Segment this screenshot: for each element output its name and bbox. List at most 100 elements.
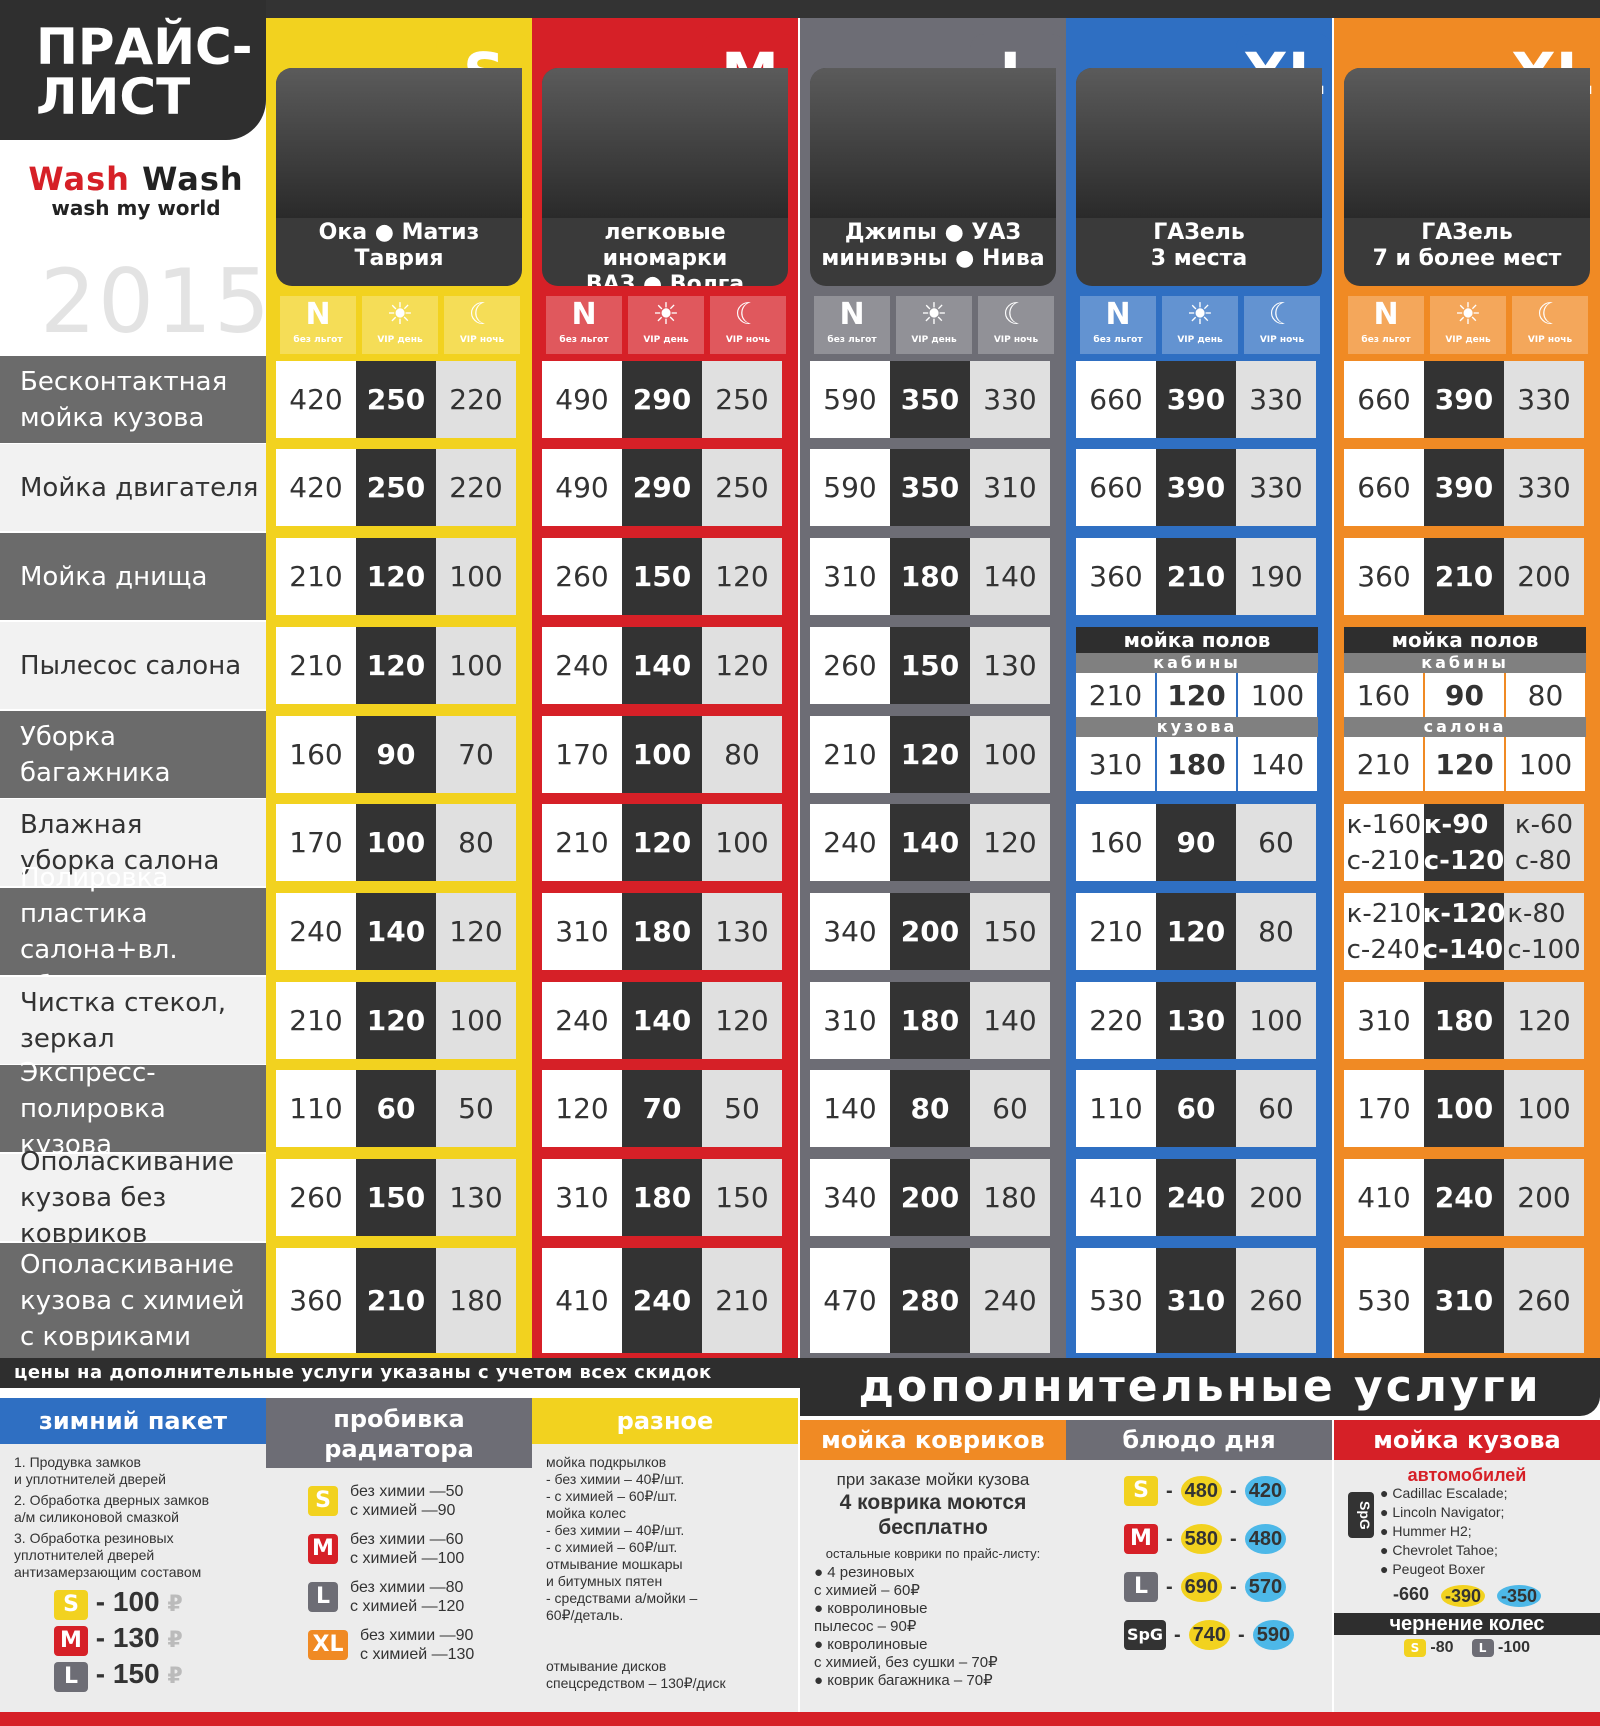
- misc-title: разное: [532, 1398, 798, 1444]
- price-cell: 210: [276, 538, 356, 615]
- price-cell: 50: [436, 1070, 516, 1147]
- price-cell: 180: [436, 1248, 516, 1353]
- price-cell: 200: [1504, 1159, 1584, 1236]
- price-list-title: ПРАЙС- ЛИСТ: [0, 0, 266, 140]
- row-label: Чистка стекол, зеркал: [0, 977, 266, 1064]
- mats-free-note: 4 коврика моются бесплатно: [839, 1491, 1027, 1539]
- price-cell: 100: [622, 716, 702, 793]
- price-cell: 120: [622, 804, 702, 881]
- day-label: VIP день: [1445, 335, 1491, 345]
- radiator-prices: без химии —60 с химией —100: [350, 1531, 465, 1567]
- price-cell: 100: [970, 716, 1050, 793]
- floor-price-cell: 210: [1344, 737, 1423, 791]
- body-price-night: -350: [1497, 1585, 1542, 1607]
- price-cell: 120: [1504, 982, 1584, 1059]
- currency: ₽: [167, 1591, 183, 1616]
- price-cell: 120: [702, 982, 782, 1059]
- car-photo: [810, 68, 1056, 218]
- price-cell: 110: [1076, 1070, 1156, 1147]
- n-label: без льгот: [1361, 335, 1411, 345]
- price-cell: 250: [356, 361, 436, 438]
- price-cell: 120: [702, 538, 782, 615]
- blacken-price-lxl: -100: [1498, 1639, 1531, 1656]
- price-cell: 170: [276, 804, 356, 881]
- price-cell: 120: [356, 982, 436, 1059]
- price-cell: 220: [436, 449, 516, 526]
- dish-price-day: 580: [1180, 1524, 1223, 1554]
- price-cell: к-80 с-100: [1504, 893, 1584, 970]
- price-cell: 140: [970, 982, 1050, 1059]
- price-cell: 330: [1236, 361, 1316, 438]
- row-label: Влажная уборка салона: [0, 799, 266, 886]
- price-cell: 470: [810, 1248, 890, 1353]
- price-cell: 120: [702, 627, 782, 704]
- brand-logo: Wash Wash wash my world: [16, 160, 256, 220]
- price-cell: 80: [890, 1070, 970, 1147]
- body-wash-section: мойка кузова автомобилей SpG ● Cadillac …: [1334, 1420, 1600, 1716]
- sun-icon: ☀ VIP день: [1430, 296, 1506, 354]
- price-cell: 60: [1236, 804, 1316, 881]
- row-label: Уборка багажника: [0, 711, 266, 798]
- floor-price-cell: 90: [1425, 673, 1504, 717]
- price-cell: 330: [1504, 449, 1584, 526]
- radiator-prices: без химии —80 с химией —120: [350, 1579, 465, 1615]
- price-cell: 250: [702, 449, 782, 526]
- price-cell: 90: [1156, 804, 1236, 881]
- price-cell: 250: [356, 449, 436, 526]
- floor-wash-sub1: кабины: [1344, 653, 1586, 673]
- car-photo: [1076, 68, 1322, 218]
- car-types: Ока ● Матиз Таврия: [318, 220, 480, 271]
- row-label: Бесконтактная мойка кузова: [0, 356, 266, 443]
- car-card: Джипы ● УАЗ минивэны ● Нива: [810, 68, 1056, 286]
- body-wash-title: мойка кузова: [1334, 1420, 1600, 1460]
- floor-wash-sub2: кузова: [1076, 717, 1318, 737]
- price-cell: 140: [810, 1070, 890, 1147]
- price-cell: 590: [810, 449, 890, 526]
- day-label: VIP день: [911, 335, 957, 345]
- price-cell: 410: [1076, 1159, 1156, 1236]
- moon-icon: ☾ VIP ночь: [978, 296, 1054, 354]
- price-cell: 660: [1076, 449, 1156, 526]
- price-cell: 140: [356, 893, 436, 970]
- dish-title: блюдо дня: [1066, 1420, 1332, 1460]
- price-cell: 140: [622, 627, 702, 704]
- price-cell: 420: [276, 361, 356, 438]
- row-label: Мойка днища: [0, 533, 266, 620]
- title-line-1: ПРАЙС-: [36, 18, 253, 76]
- price-cell: 130: [436, 1159, 516, 1236]
- dish-price-night: 480: [1244, 1524, 1287, 1554]
- price-cell: 70: [622, 1070, 702, 1147]
- price-cell: 60: [356, 1070, 436, 1147]
- price-cell: 210: [542, 804, 622, 881]
- day-label: VIP день: [643, 335, 689, 345]
- price-cell: 390: [1424, 449, 1504, 526]
- price-cell: 240: [542, 627, 622, 704]
- misc-section: разное мойка подкрылков - без химии – 40…: [532, 1398, 798, 1716]
- price-cell: 390: [1424, 361, 1504, 438]
- price-cell: 180: [970, 1159, 1050, 1236]
- body-wash-sub: автомобилей: [1407, 1465, 1527, 1485]
- price-cell: 100: [436, 627, 516, 704]
- price-cell: 210: [810, 716, 890, 793]
- price-cell: 140: [622, 982, 702, 1059]
- mats-line-3: остальные коврики по прайс-листу:: [825, 1546, 1041, 1561]
- price-cell: 170: [1344, 1070, 1424, 1147]
- winter-price-row: L - 150 ₽: [54, 1657, 252, 1693]
- sun-icon: ☀ VIP день: [628, 296, 704, 354]
- car-types: Джипы ● УАЗ минивэны ● Нива: [821, 220, 1045, 271]
- winter-item: 3. Обработка резиновых уплотнителей двер…: [14, 1530, 202, 1580]
- dish-price-day: 740: [1188, 1620, 1231, 1650]
- price-cell: 120: [970, 804, 1050, 881]
- dish-section: блюдо дня S- 480 - 420 M - 580 - 480 L - 690…: [1066, 1420, 1332, 1716]
- price-cell: 140: [890, 804, 970, 881]
- price-cell: 260: [542, 538, 622, 615]
- night-label: VIP ночь: [993, 335, 1039, 345]
- price-cell: 120: [1156, 893, 1236, 970]
